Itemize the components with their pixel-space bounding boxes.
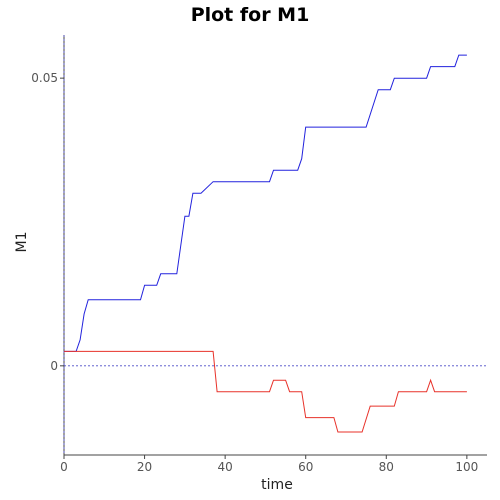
- axis-ticks: 0 20 40 60 80 100 0 0.05: [31, 71, 478, 474]
- series-lines: [64, 54, 467, 433]
- y-tick-label: 0: [50, 359, 58, 373]
- series-line-1: [64, 54, 467, 352]
- x-tick-label: 20: [137, 460, 152, 474]
- y-tick-label: 0.05: [31, 71, 58, 85]
- zero-reference-lines: [63, 35, 487, 455]
- x-tick-label: 80: [379, 460, 394, 474]
- y-axis-label: M1: [14, 232, 30, 253]
- x-tick-label: 100: [455, 460, 478, 474]
- x-tick-label: 40: [218, 460, 233, 474]
- x-axis-label: time: [261, 477, 293, 493]
- chart-title: Plot for M1: [191, 4, 310, 26]
- x-tick-label: 0: [60, 460, 68, 474]
- series-line-2: [64, 350, 467, 433]
- x-tick-label: 60: [298, 460, 313, 474]
